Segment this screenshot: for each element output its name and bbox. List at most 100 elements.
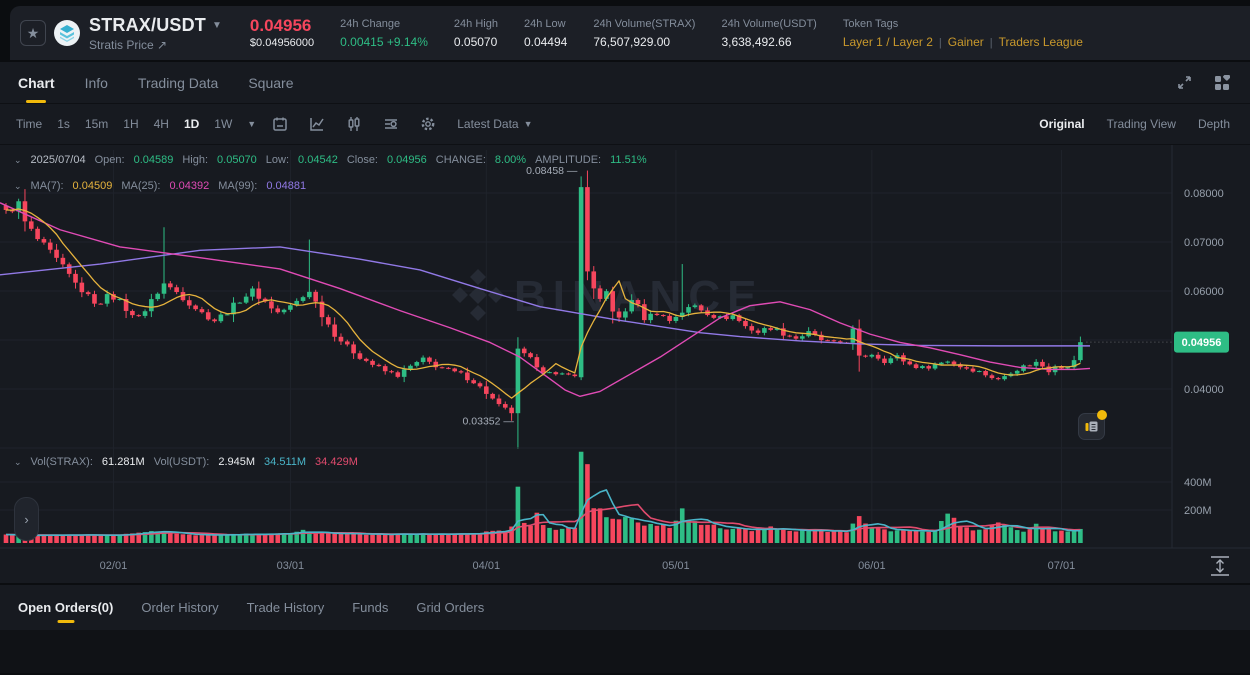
price-axis-label: 0.04000 bbox=[1184, 384, 1224, 396]
settings-gear-icon[interactable] bbox=[420, 116, 436, 132]
volume-axis-label: 200M bbox=[1184, 505, 1212, 517]
stat-24h-low: 24h Low 0.04494 bbox=[524, 18, 567, 49]
date-axis-label: 03/01 bbox=[277, 560, 305, 572]
stat-value: 0.05070 bbox=[453, 34, 498, 49]
token-tag-gainer[interactable]: Gainer bbox=[947, 34, 984, 49]
pair-symbol[interactable]: STRAX/USDT bbox=[89, 14, 207, 35]
bottom-tab-trade-history[interactable]: Trade History bbox=[246, 600, 325, 615]
price-axis-label: 0.06000 bbox=[1184, 286, 1224, 298]
candlestick-icon[interactable] bbox=[346, 116, 362, 132]
star-icon: ★ bbox=[26, 25, 40, 41]
last-price-badge-text: 0.04956 bbox=[1182, 337, 1222, 349]
stat-value: 0.00415 +9.14% bbox=[340, 34, 428, 49]
symbol-block: STRAX/USDT ▼ Stratis Price ↗ bbox=[89, 15, 222, 52]
orders-tabs: Open Orders(0) Order History Trade History… bbox=[0, 585, 1250, 630]
token-tags-label: Token Tags bbox=[842, 17, 899, 30]
stat-value: 76,507,929.00 bbox=[593, 34, 671, 49]
stat-label: 24h Volume(USDT) bbox=[721, 17, 817, 30]
chart-panel: Chart Info Trading Data Square bbox=[0, 62, 1250, 583]
tag-separator: | bbox=[938, 36, 942, 49]
binance-spot-trading-page: ★ STRAX/USDT ▼ Stratis Price ↗ 0.04956 $… bbox=[0, 6, 1250, 675]
chart-toolbar: Time 1s 15m 1H 4H 1D 1W ▼ bbox=[0, 104, 1250, 145]
scale-adjust-icon[interactable] bbox=[1211, 556, 1229, 576]
fullscreen-expand-icon[interactable] bbox=[1177, 75, 1192, 90]
candlestick-chart[interactable]: BINANCE 0.08000 0.07000 0.06000 0.04000 400M 2… bbox=[0, 145, 1250, 583]
view-original[interactable]: Original bbox=[1039, 117, 1085, 131]
orders-panel: Open Orders(0) Order History Trade History… bbox=[0, 585, 1250, 673]
view-trading-view[interactable]: Trading View bbox=[1106, 117, 1176, 131]
date-axis-label: 04/01 bbox=[473, 560, 501, 572]
timeframe-1s[interactable]: 1s bbox=[57, 117, 70, 131]
bottom-tab-open-orders-0[interactable]: Open Orders(0) bbox=[18, 585, 113, 630]
strax-coin-logo bbox=[54, 20, 80, 46]
chevron-down-icon[interactable]: ▼ bbox=[212, 19, 222, 31]
high-marker-label: 0.08458 — bbox=[526, 165, 578, 177]
stat-24h-change: 24h Change 0.00415 +9.14% bbox=[340, 18, 428, 49]
stat-label: 24h Low bbox=[523, 17, 566, 30]
token-tags-block: Token Tags Layer 1 / Layer 2 | Gainer | Trad… bbox=[843, 18, 1083, 49]
bottom-tab-funds[interactable]: Funds bbox=[352, 600, 389, 615]
chart-area: BINANCE 0.08000 0.07000 0.06000 0.04000 400M 2… bbox=[0, 145, 1250, 583]
timeframe-more-icon[interactable]: ▼ bbox=[247, 119, 257, 129]
price-axis-label: 0.07000 bbox=[1184, 237, 1224, 249]
token-tag-layer-1-layer-2[interactable]: Layer 1 / Layer 2 bbox=[842, 34, 933, 49]
stat-24h-high: 24h High 0.05070 bbox=[454, 18, 498, 49]
timeframe-4h[interactable]: 4H bbox=[153, 117, 169, 131]
date-axis-label: 07/01 bbox=[1048, 560, 1076, 572]
candles bbox=[3, 170, 1083, 543]
date-axis-label: 06/01 bbox=[858, 560, 886, 572]
token-tags: Layer 1 / Layer 2 | Gainer | Traders League bbox=[843, 35, 1083, 49]
timeframe-1d[interactable]: 1D bbox=[183, 117, 200, 131]
stat-label: 24h High bbox=[453, 17, 498, 30]
market-stats: 24h Change 0.00415 +9.14% 24h High 0.05070 2… bbox=[340, 18, 817, 49]
tab-square[interactable]: Square bbox=[248, 74, 294, 91]
timeframe-1w[interactable]: 1W bbox=[214, 117, 233, 131]
market-header: ★ STRAX/USDT ▼ Stratis Price ↗ 0.04956 $… bbox=[10, 6, 1250, 60]
tag-separator: | bbox=[989, 36, 993, 49]
panel-tabs: Chart Info Trading Data Square bbox=[0, 62, 1250, 104]
tab-trading-data[interactable]: Trading Data bbox=[137, 74, 219, 91]
tab-info[interactable]: Info bbox=[84, 74, 108, 91]
date-range-icon[interactable] bbox=[272, 116, 288, 132]
date-axis-label: 05/01 bbox=[662, 560, 690, 572]
line-chart-icon[interactable] bbox=[309, 116, 325, 132]
stat-24h-volume-usdt: 24h Volume(USDT) 3,638,492.66 bbox=[721, 18, 816, 49]
timeframe-1h[interactable]: 1H bbox=[123, 117, 139, 131]
token-tag-traders-league[interactable]: Traders League bbox=[998, 34, 1083, 49]
svg-text:BINANCE: BINANCE bbox=[514, 272, 763, 321]
timeframe-15m[interactable]: 15m bbox=[84, 117, 109, 131]
stat-label: 24h Change bbox=[340, 17, 401, 30]
binance-watermark: BINANCE bbox=[452, 269, 763, 321]
bottom-tab-order-history[interactable]: Order History bbox=[141, 600, 219, 615]
orders-panel-content bbox=[0, 630, 1250, 673]
last-price-badge bbox=[1174, 331, 1229, 353]
indicators-icon[interactable] bbox=[383, 116, 399, 132]
view-depth[interactable]: Depth bbox=[1197, 117, 1230, 131]
latest-data-label: Latest Data bbox=[457, 117, 519, 131]
news-feed-button[interactable] bbox=[1078, 410, 1107, 440]
bottom-tab-grid-orders[interactable]: Grid Orders bbox=[416, 600, 485, 615]
stat-value: 0.04494 bbox=[523, 34, 568, 49]
stat-label: 24h Volume(STRAX) bbox=[593, 17, 696, 30]
usd-price: $0.04956000 bbox=[249, 37, 315, 49]
volume-axis-label: 400M bbox=[1184, 477, 1212, 489]
favorite-button[interactable]: ★ bbox=[20, 20, 46, 46]
chevron-right-icon: › bbox=[24, 511, 29, 527]
stat-24h-volume-strax: 24h Volume(STRAX) 76,507,929.00 bbox=[593, 18, 695, 49]
timeframe-time[interactable]: Time bbox=[16, 117, 43, 131]
coin-price-link[interactable]: Stratis Price ↗ bbox=[89, 38, 222, 52]
latest-data-dropdown[interactable]: Latest Data ▼ bbox=[457, 117, 532, 131]
notification-dot bbox=[1097, 410, 1107, 420]
last-price: 0.04956 bbox=[249, 16, 312, 35]
date-axis-label: 02/01 bbox=[100, 560, 128, 572]
coin-name: Stratis Price bbox=[89, 37, 154, 52]
price-block: 0.04956 $0.04956000 bbox=[250, 17, 314, 49]
layout-grid-icon[interactable] bbox=[1214, 74, 1230, 91]
panel-expand-handle[interactable]: › bbox=[14, 497, 39, 541]
stat-value: 3,638,492.66 bbox=[721, 34, 792, 49]
external-link-icon: ↗ bbox=[157, 37, 168, 52]
low-marker-label: 0.03352 — bbox=[463, 415, 515, 427]
chevron-down-icon: ▼ bbox=[523, 119, 533, 129]
price-axis-label: 0.08000 bbox=[1184, 188, 1224, 200]
tab-chart[interactable]: Chart bbox=[18, 62, 55, 103]
